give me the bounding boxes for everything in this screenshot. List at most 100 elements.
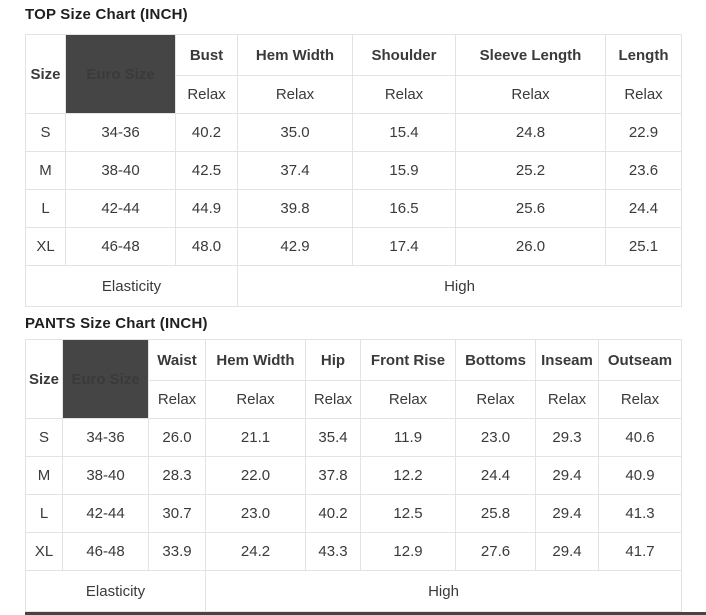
measure-cell: 12.5 <box>360 494 456 533</box>
measure-cell: 22.0 <box>205 456 306 495</box>
pants-header-hip: Hip <box>305 339 361 381</box>
size-cell: S <box>25 113 66 152</box>
measure-cell: 37.8 <box>305 456 361 495</box>
fit-cell: Relax <box>360 380 456 419</box>
pants-size-table: Size Euro Size Waist Hem Width Hip Front… <box>25 339 682 612</box>
measure-cell: 21.1 <box>205 418 306 457</box>
pants-header-euro-size: Euro Size <box>62 339 149 419</box>
euro-size-cell: 46-48 <box>65 227 176 266</box>
top-header-row: Size Euro Size Bust Hem Width Shoulder S… <box>25 34 682 114</box>
measure-cell: 24.8 <box>455 113 606 152</box>
pants-row-l: L 42-44 30.7 23.0 40.2 12.5 25.8 29.4 41… <box>25 494 682 533</box>
cutoff-next-table-header-bar <box>25 612 706 615</box>
measure-cell: 41.7 <box>598 532 682 571</box>
pants-row-xl: XL 46-48 33.9 24.2 43.3 12.9 27.6 29.4 4… <box>25 532 682 571</box>
measure-cell: 29.4 <box>535 456 599 495</box>
pants-header-waist: Waist <box>148 339 206 381</box>
measure-cell: 29.4 <box>535 532 599 571</box>
euro-size-cell: 42-44 <box>65 189 176 228</box>
measure-cell: 27.6 <box>455 532 536 571</box>
measure-cell: 12.9 <box>360 532 456 571</box>
size-cell: XL <box>25 227 66 266</box>
measure-cell: 23.0 <box>455 418 536 457</box>
size-cell: L <box>25 494 63 533</box>
top-elasticity-row: Elasticity High <box>25 265 682 307</box>
top-header-length: Length <box>605 34 682 76</box>
fit-cell: Relax <box>148 380 206 419</box>
size-cell: S <box>25 418 63 457</box>
pants-fit-row: Relax Relax Relax Relax Relax Relax Rela… <box>26 380 682 419</box>
measure-cell: 23.0 <box>205 494 306 533</box>
fit-cell: Relax <box>455 380 536 419</box>
size-cell: XL <box>25 532 63 571</box>
euro-size-cell: 42-44 <box>62 494 149 533</box>
measure-cell: 48.0 <box>175 227 238 266</box>
pants-header-inseam: Inseam <box>535 339 599 381</box>
measure-cell: 40.2 <box>305 494 361 533</box>
top-chart-title: TOP Size Chart (INCH) <box>25 6 188 23</box>
measure-cell: 24.4 <box>605 189 682 228</box>
measure-cell: 11.9 <box>360 418 456 457</box>
euro-size-cell: 34-36 <box>65 113 176 152</box>
pants-chart-title: PANTS Size Chart (INCH) <box>25 315 208 332</box>
top-row-m: M 38-40 42.5 37.4 15.9 25.2 23.6 <box>25 151 682 190</box>
measure-cell: 17.4 <box>352 227 456 266</box>
measure-cell: 35.4 <box>305 418 361 457</box>
pants-header-hem-width: Hem Width <box>205 339 306 381</box>
measure-cell: 40.6 <box>598 418 682 457</box>
top-header-shoulder: Shoulder <box>352 34 456 76</box>
fit-cell: Relax <box>535 380 599 419</box>
top-header-sleeve-length: Sleeve Length <box>455 34 606 76</box>
pants-header-bottoms: Bottoms <box>455 339 536 381</box>
measure-cell: 29.4 <box>535 494 599 533</box>
elasticity-value: High <box>205 570 682 612</box>
pants-header-size: Size <box>25 339 63 419</box>
fit-cell: Relax <box>175 75 238 114</box>
measure-cell: 25.2 <box>455 151 606 190</box>
measure-cell: 25.6 <box>455 189 606 228</box>
measure-cell: 40.2 <box>175 113 238 152</box>
measure-cell: 43.3 <box>305 532 361 571</box>
fit-cell: Relax <box>205 380 306 419</box>
size-cell: L <box>25 189 66 228</box>
measure-cell: 42.9 <box>237 227 353 266</box>
pants-header-outseam: Outseam <box>598 339 682 381</box>
measure-cell: 42.5 <box>175 151 238 190</box>
measure-cell: 37.4 <box>237 151 353 190</box>
euro-size-cell: 46-48 <box>62 532 149 571</box>
top-size-table: Size Euro Size Bust Hem Width Shoulder S… <box>25 34 682 307</box>
top-row-l: L 42-44 44.9 39.8 16.5 25.6 24.4 <box>25 189 682 228</box>
measure-cell: 16.5 <box>352 189 456 228</box>
euro-size-cell: 38-40 <box>62 456 149 495</box>
measure-cell: 23.6 <box>605 151 682 190</box>
top-header-size: Size <box>25 34 66 114</box>
measure-cell: 41.3 <box>598 494 682 533</box>
measure-cell: 24.4 <box>455 456 536 495</box>
pants-header-row: Size Euro Size Waist Hem Width Hip Front… <box>25 339 682 419</box>
measure-cell: 28.3 <box>148 456 206 495</box>
measure-cell: 12.2 <box>360 456 456 495</box>
pants-header-front-rise: Front Rise <box>360 339 456 381</box>
top-header-bust: Bust <box>175 34 238 76</box>
measure-cell: 26.0 <box>455 227 606 266</box>
top-fit-row: Relax Relax Relax Relax Relax <box>26 75 682 114</box>
measure-cell: 25.1 <box>605 227 682 266</box>
top-row-xl: XL 46-48 48.0 42.9 17.4 26.0 25.1 <box>25 227 682 266</box>
measure-cell: 30.7 <box>148 494 206 533</box>
elasticity-label: Elasticity <box>25 570 206 612</box>
elasticity-label: Elasticity <box>25 265 238 307</box>
pants-row-s: S 34-36 26.0 21.1 35.4 11.9 23.0 29.3 40… <box>25 418 682 457</box>
fit-cell: Relax <box>598 380 682 419</box>
fit-cell: Relax <box>352 75 456 114</box>
fit-cell: Relax <box>305 380 361 419</box>
measure-cell: 35.0 <box>237 113 353 152</box>
size-cell: M <box>25 456 63 495</box>
fit-cell: Relax <box>605 75 682 114</box>
measure-cell: 44.9 <box>175 189 238 228</box>
fit-cell: Relax <box>455 75 606 114</box>
measure-cell: 24.2 <box>205 532 306 571</box>
pants-row-m: M 38-40 28.3 22.0 37.8 12.2 24.4 29.4 40… <box>25 456 682 495</box>
measure-cell: 39.8 <box>237 189 353 228</box>
measure-cell: 29.3 <box>535 418 599 457</box>
